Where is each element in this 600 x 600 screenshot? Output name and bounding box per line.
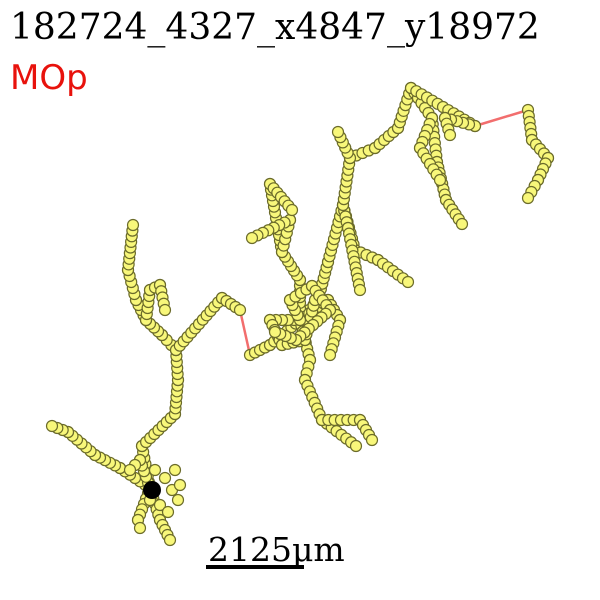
neurite-node <box>285 203 299 217</box>
scalebar-label: 2125μm <box>208 530 345 569</box>
neurite-node <box>268 325 282 339</box>
neurite-node <box>158 471 172 485</box>
neurite-node <box>401 275 415 289</box>
neurite-node <box>153 498 167 512</box>
neurite-node <box>171 493 185 507</box>
neurite-node <box>521 191 535 205</box>
neurite-node <box>148 463 162 477</box>
scalebar <box>206 565 304 569</box>
soma-group <box>143 481 161 499</box>
neurite-node <box>353 283 367 297</box>
neurite-node <box>126 218 140 232</box>
neurite-node <box>133 521 147 535</box>
neurite-node <box>158 303 172 317</box>
neurite-node <box>331 125 345 139</box>
neurite-node <box>455 217 469 231</box>
neurite-node <box>168 463 182 477</box>
neurite-node <box>173 478 187 492</box>
neurite-node <box>349 439 363 453</box>
neurite-node <box>123 463 137 477</box>
neurite-node <box>245 231 259 245</box>
neurite-node <box>233 303 247 317</box>
neurite-edge <box>473 108 530 128</box>
neurite-node <box>433 173 447 187</box>
neurite-node <box>45 419 59 433</box>
neurite-node <box>163 533 177 547</box>
neurite-node <box>161 505 175 519</box>
neurite-node <box>365 433 379 447</box>
neurite-nodes <box>45 81 555 547</box>
image-title: 182724_4327_x4847_y18972 <box>10 7 540 48</box>
neurite-edge <box>238 308 252 357</box>
region-label: MOp <box>10 58 88 98</box>
neurite-node <box>443 128 457 142</box>
soma <box>143 481 161 499</box>
neurite-node <box>323 348 337 362</box>
